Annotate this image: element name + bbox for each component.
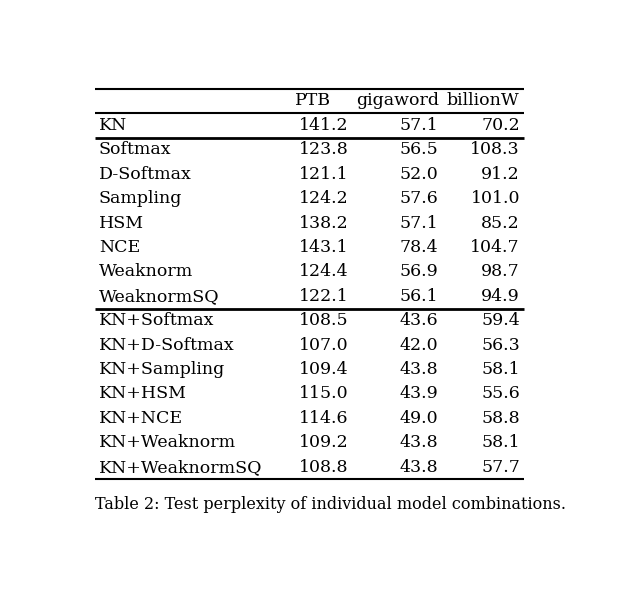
Text: 91.2: 91.2 [481,165,520,183]
Text: 55.6: 55.6 [481,385,520,402]
Text: 57.1: 57.1 [400,214,438,231]
Text: 108.8: 108.8 [299,458,348,476]
Text: 58.1: 58.1 [481,434,520,451]
Text: 56.3: 56.3 [481,336,520,353]
Text: HSM: HSM [99,214,144,231]
Text: 49.0: 49.0 [400,410,438,427]
Text: 141.2: 141.2 [299,117,348,134]
Text: 107.0: 107.0 [299,336,348,353]
Text: 70.2: 70.2 [481,117,520,134]
Text: 56.1: 56.1 [400,288,438,305]
Text: PTB: PTB [294,92,331,109]
Text: 42.0: 42.0 [400,336,438,353]
Text: KN: KN [99,117,127,134]
Text: 56.5: 56.5 [400,141,438,158]
Text: 108.5: 108.5 [299,312,348,329]
Text: 43.8: 43.8 [400,458,438,476]
Text: gigaword: gigaword [356,92,439,109]
Text: KN+Sampling: KN+Sampling [99,361,225,378]
Text: billionW: billionW [447,92,520,109]
Text: 104.7: 104.7 [470,239,520,256]
Text: KN+D-Softmax: KN+D-Softmax [99,336,234,353]
Text: 108.3: 108.3 [470,141,520,158]
Text: KN+Softmax: KN+Softmax [99,312,214,329]
Text: 94.9: 94.9 [481,288,520,305]
Text: 109.4: 109.4 [299,361,348,378]
Text: Softmax: Softmax [99,141,172,158]
Text: 115.0: 115.0 [299,385,348,402]
Text: 122.1: 122.1 [299,288,348,305]
Text: Sampling: Sampling [99,190,182,207]
Text: 58.1: 58.1 [481,361,520,378]
Text: D-Softmax: D-Softmax [99,165,191,183]
Text: 43.8: 43.8 [400,361,438,378]
Text: 109.2: 109.2 [299,434,348,451]
Text: 56.9: 56.9 [400,263,438,280]
Text: WeaknormSQ: WeaknormSQ [99,288,220,305]
Text: 43.8: 43.8 [400,434,438,451]
Text: 124.4: 124.4 [299,263,348,280]
Text: 43.6: 43.6 [400,312,438,329]
Text: 123.8: 123.8 [299,141,348,158]
Text: KN+NCE: KN+NCE [99,410,183,427]
Text: 124.2: 124.2 [299,190,348,207]
Text: 101.0: 101.0 [470,190,520,207]
Text: 85.2: 85.2 [481,214,520,231]
Text: Weaknorm: Weaknorm [99,263,193,280]
Text: KN+HSM: KN+HSM [99,385,187,402]
Text: 143.1: 143.1 [299,239,348,256]
Text: KN+WeaknormSQ: KN+WeaknormSQ [99,458,262,476]
Text: 114.6: 114.6 [299,410,348,427]
Text: NCE: NCE [99,239,140,256]
Text: 138.2: 138.2 [299,214,348,231]
Text: 57.1: 57.1 [400,117,438,134]
Text: 43.9: 43.9 [400,385,438,402]
Text: KN+Weaknorm: KN+Weaknorm [99,434,236,451]
Text: 59.4: 59.4 [481,312,520,329]
Text: 121.1: 121.1 [299,165,348,183]
Text: Table 2: Test perplexity of individual model combinations.: Table 2: Test perplexity of individual m… [95,496,566,513]
Text: 98.7: 98.7 [481,263,520,280]
Text: 52.0: 52.0 [400,165,438,183]
Text: 57.6: 57.6 [400,190,438,207]
Text: 57.7: 57.7 [481,458,520,476]
Text: 58.8: 58.8 [481,410,520,427]
Text: 78.4: 78.4 [400,239,438,256]
